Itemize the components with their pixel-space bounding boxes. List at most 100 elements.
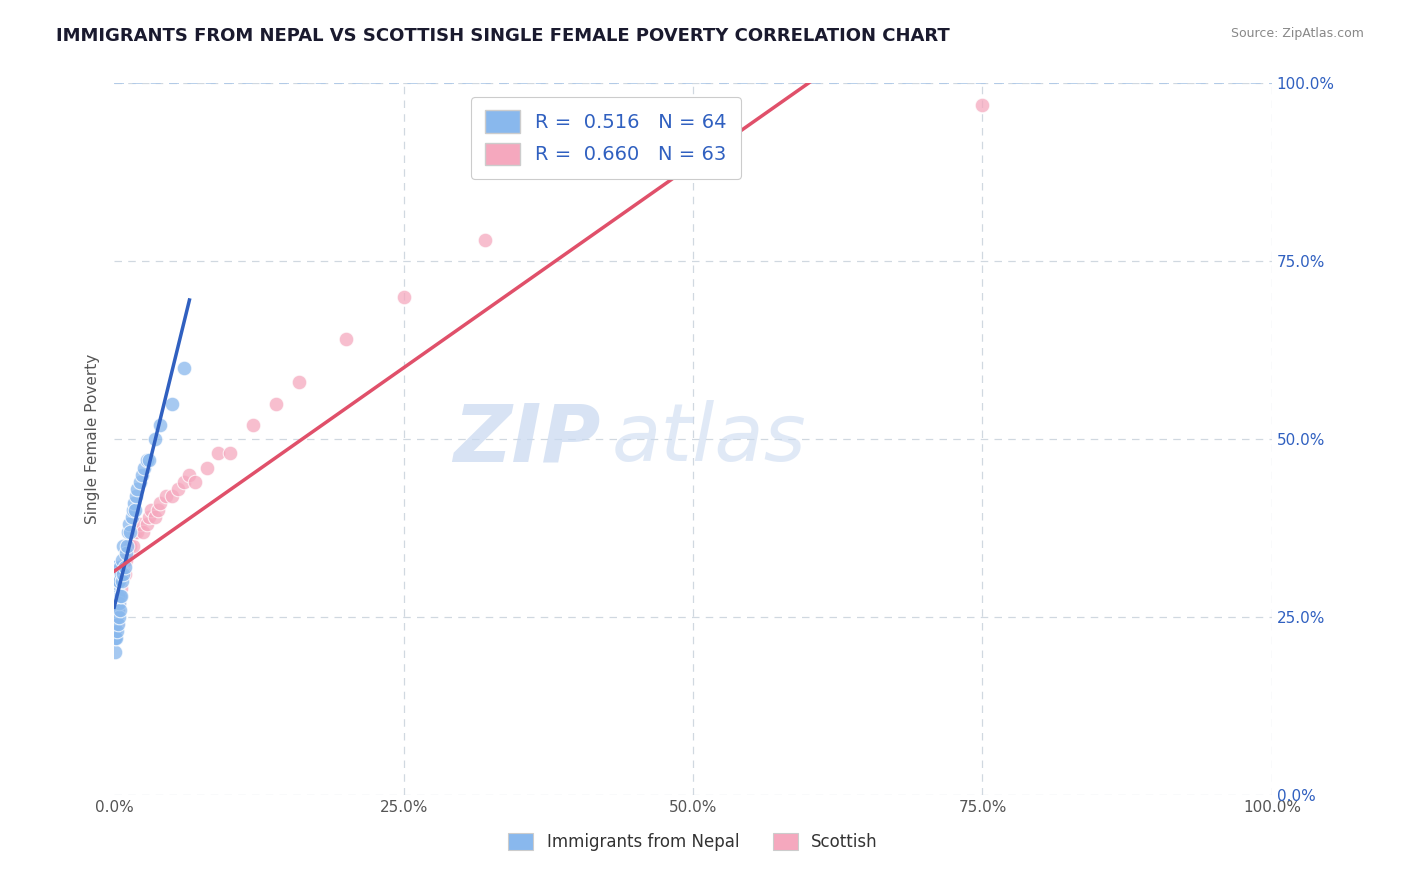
Point: [108, 567, 131, 582]
Point: [125, 489, 148, 503]
Point: [104, 589, 127, 603]
Point: [184, 475, 207, 489]
Point: [104, 610, 127, 624]
Point: [105, 596, 128, 610]
Point: [105, 603, 128, 617]
Point: [108, 589, 131, 603]
Point: [104, 631, 127, 645]
Point: [107, 603, 129, 617]
Point: [149, 496, 172, 510]
Point: [104, 582, 127, 596]
Point: [104, 617, 127, 632]
Point: [104, 589, 127, 603]
Point: [104, 631, 127, 645]
Point: [108, 596, 131, 610]
Point: [155, 489, 177, 503]
Point: [105, 574, 128, 589]
Point: [148, 503, 170, 517]
Point: [112, 560, 135, 574]
Point: [108, 610, 131, 624]
Point: [104, 582, 127, 596]
Text: Source: ZipAtlas.com: Source: ZipAtlas.com: [1230, 27, 1364, 40]
Point: [104, 603, 127, 617]
Point: [107, 574, 129, 589]
Point: [104, 560, 127, 574]
Point: [149, 417, 172, 432]
Legend: R =  0.516   N = 64, R =  0.660   N = 63: R = 0.516 N = 64, R = 0.660 N = 63: [471, 96, 741, 178]
Point: [108, 560, 131, 574]
Point: [104, 603, 127, 617]
Point: [104, 610, 127, 624]
Point: [104, 567, 127, 582]
Point: [104, 624, 127, 639]
Point: [105, 610, 128, 624]
Point: [138, 453, 160, 467]
Point: [219, 446, 242, 460]
Point: [121, 510, 143, 524]
Point: [131, 467, 153, 482]
Point: [132, 524, 155, 539]
Text: ZIP: ZIP: [453, 401, 600, 478]
Point: [167, 482, 190, 496]
Point: [124, 524, 146, 539]
Point: [105, 624, 128, 639]
Point: [105, 617, 128, 632]
Point: [143, 432, 166, 446]
Point: [104, 617, 127, 632]
Point: [128, 517, 150, 532]
Point: [104, 603, 127, 617]
Point: [107, 603, 129, 617]
Point: [242, 417, 264, 432]
Point: [104, 596, 127, 610]
Point: [104, 596, 127, 610]
Point: [104, 560, 127, 574]
Point: [160, 489, 183, 503]
Point: [114, 560, 136, 574]
Point: [972, 97, 994, 112]
Point: [122, 496, 145, 510]
Point: [264, 396, 287, 410]
Point: [110, 560, 132, 574]
Point: [107, 589, 129, 603]
Point: [104, 610, 127, 624]
Point: [195, 460, 218, 475]
Point: [104, 617, 127, 632]
Point: [143, 510, 166, 524]
Point: [107, 617, 129, 632]
Point: [207, 446, 229, 460]
Point: [104, 596, 127, 610]
Point: [114, 553, 136, 567]
Point: [135, 517, 157, 532]
Point: [474, 233, 496, 247]
Point: [335, 333, 357, 347]
Point: [104, 603, 127, 617]
Point: [115, 539, 138, 553]
Point: [110, 567, 132, 582]
Point: [104, 567, 127, 582]
Point: [173, 475, 195, 489]
Point: [104, 631, 127, 645]
Point: [392, 290, 415, 304]
Point: [108, 574, 131, 589]
Point: [128, 475, 150, 489]
Point: [179, 467, 201, 482]
Point: [104, 617, 127, 632]
Point: [104, 610, 127, 624]
Point: [104, 596, 127, 610]
Point: [134, 460, 156, 475]
Point: [111, 553, 134, 567]
Point: [112, 567, 135, 582]
Point: [107, 574, 129, 589]
Point: [104, 567, 127, 582]
Point: [135, 453, 157, 467]
Point: [104, 589, 127, 603]
Point: [105, 582, 128, 596]
Point: [118, 517, 141, 532]
Point: [121, 503, 143, 517]
Point: [127, 482, 149, 496]
Point: [121, 539, 143, 553]
Point: [108, 603, 131, 617]
Point: [111, 574, 134, 589]
Point: [141, 503, 163, 517]
Point: [104, 589, 127, 603]
